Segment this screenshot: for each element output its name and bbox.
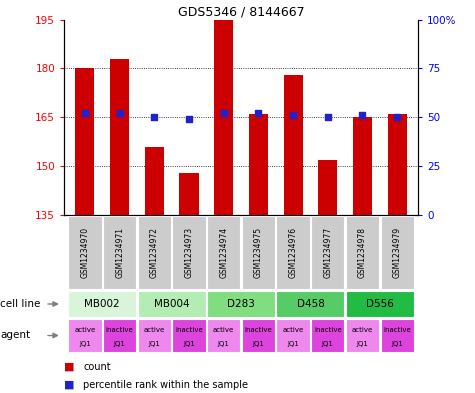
Bar: [110, 59, 129, 215]
Bar: [214, 20, 233, 215]
Bar: [172, 319, 206, 352]
Bar: [76, 68, 95, 215]
Text: percentile rank within the sample: percentile rank within the sample: [83, 380, 248, 390]
Text: inactive: inactive: [383, 327, 411, 333]
Text: GSM1234973: GSM1234973: [184, 227, 193, 278]
Text: JQ1: JQ1: [357, 341, 369, 347]
Text: JQ1: JQ1: [287, 341, 299, 347]
Text: D556: D556: [366, 299, 394, 309]
Text: GSM1234971: GSM1234971: [115, 227, 124, 278]
Point: [324, 114, 332, 121]
Bar: [180, 173, 199, 215]
Bar: [207, 319, 240, 352]
Bar: [276, 216, 310, 289]
Bar: [346, 216, 379, 289]
Text: JQ1: JQ1: [148, 341, 160, 347]
Text: GSM1234977: GSM1234977: [323, 227, 332, 278]
Text: ■: ■: [64, 380, 75, 390]
Bar: [318, 160, 337, 215]
Bar: [207, 290, 275, 318]
Text: GSM1234974: GSM1234974: [219, 227, 228, 278]
Text: inactive: inactive: [314, 327, 342, 333]
Point: [393, 114, 401, 121]
Bar: [242, 216, 275, 289]
Text: active: active: [352, 327, 373, 333]
Text: active: active: [144, 327, 165, 333]
Text: inactive: inactive: [175, 327, 203, 333]
Title: GDS5346 / 8144667: GDS5346 / 8144667: [178, 6, 304, 18]
Bar: [68, 216, 102, 289]
Text: JQ1: JQ1: [391, 341, 403, 347]
Text: GSM1234979: GSM1234979: [393, 227, 402, 278]
Point: [116, 110, 124, 117]
Bar: [249, 114, 268, 215]
Point: [81, 110, 89, 117]
Bar: [353, 118, 372, 215]
Text: D458: D458: [296, 299, 324, 309]
Bar: [138, 216, 171, 289]
Text: inactive: inactive: [245, 327, 272, 333]
Bar: [138, 319, 171, 352]
Text: active: active: [74, 327, 95, 333]
Text: active: active: [213, 327, 234, 333]
Bar: [172, 216, 206, 289]
Text: JQ1: JQ1: [218, 341, 229, 347]
Bar: [138, 290, 206, 318]
Text: JQ1: JQ1: [253, 341, 265, 347]
Text: GSM1234970: GSM1234970: [80, 227, 89, 278]
Bar: [276, 290, 344, 318]
Bar: [380, 216, 414, 289]
Point: [255, 110, 262, 117]
Text: count: count: [83, 362, 111, 372]
Text: JQ1: JQ1: [322, 341, 334, 347]
Text: GSM1234972: GSM1234972: [150, 227, 159, 278]
Bar: [284, 75, 303, 215]
Bar: [311, 319, 344, 352]
Text: GSM1234976: GSM1234976: [289, 227, 298, 278]
Bar: [276, 319, 310, 352]
Bar: [242, 319, 275, 352]
Text: GSM1234975: GSM1234975: [254, 227, 263, 278]
Point: [151, 114, 158, 121]
Bar: [68, 319, 102, 352]
Text: ■: ■: [64, 362, 75, 372]
Bar: [145, 147, 164, 215]
Bar: [388, 114, 407, 215]
Bar: [207, 216, 240, 289]
Point: [289, 112, 297, 119]
Point: [359, 112, 366, 119]
Bar: [346, 290, 414, 318]
Text: JQ1: JQ1: [114, 341, 125, 347]
Bar: [311, 216, 344, 289]
Text: cell line: cell line: [0, 299, 40, 309]
Text: inactive: inactive: [106, 327, 133, 333]
Bar: [103, 216, 136, 289]
Bar: [68, 290, 136, 318]
Text: MB004: MB004: [154, 299, 190, 309]
Text: JQ1: JQ1: [183, 341, 195, 347]
Bar: [380, 319, 414, 352]
Text: D283: D283: [227, 299, 255, 309]
Text: GSM1234978: GSM1234978: [358, 227, 367, 278]
Text: JQ1: JQ1: [79, 341, 91, 347]
Text: MB002: MB002: [85, 299, 120, 309]
Bar: [346, 319, 379, 352]
Text: agent: agent: [0, 331, 30, 340]
Text: active: active: [283, 327, 304, 333]
Bar: [103, 319, 136, 352]
Point: [185, 116, 193, 123]
Point: [220, 110, 228, 117]
